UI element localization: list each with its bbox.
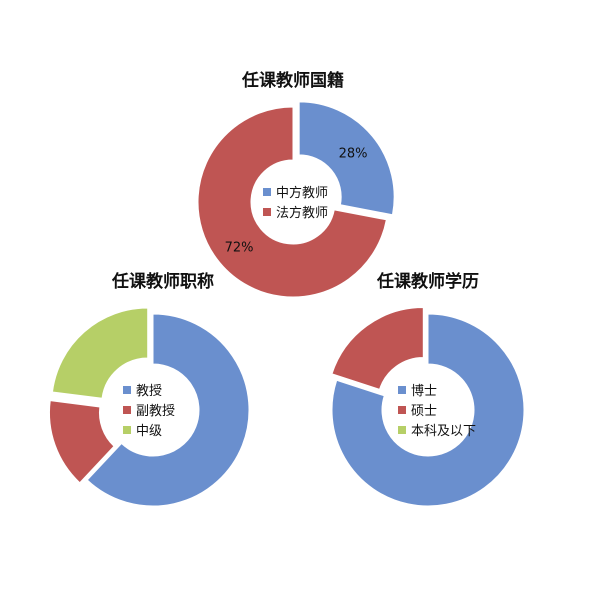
- legend-swatch: [263, 188, 271, 196]
- chart-title: 任课教师国籍: [241, 70, 344, 91]
- legend-label: 中级: [136, 424, 162, 439]
- legend-swatch: [398, 386, 406, 394]
- legend-label: 硕士: [411, 404, 437, 419]
- slice-法方教师[interactable]: [197, 106, 387, 298]
- data-label: 28%: [339, 146, 368, 161]
- legend-label: 本科及以下: [411, 424, 476, 439]
- slice-中级[interactable]: [51, 307, 149, 399]
- legend-label: 法方教师: [276, 205, 328, 221]
- legend-swatch: [123, 426, 131, 434]
- slice-硕士[interactable]: [331, 307, 424, 390]
- slice-博士[interactable]: [331, 313, 525, 507]
- legend-swatch: [263, 208, 271, 216]
- legend-swatch: [398, 406, 406, 414]
- legend-swatch: [398, 426, 406, 434]
- legend-swatch: [123, 406, 131, 414]
- slice-中方教师[interactable]: [298, 101, 395, 216]
- chart-title: 任课教师职称: [111, 271, 214, 292]
- chart-title: 任课教师学历: [376, 271, 479, 292]
- legend-label: 博士: [411, 384, 437, 399]
- slice-教授[interactable]: [86, 313, 250, 507]
- legend-label: 副教授: [136, 403, 175, 419]
- data-label: 72%: [225, 241, 254, 256]
- legend-label: 中方教师: [276, 185, 328, 201]
- legend-label: 教授: [136, 383, 162, 399]
- slice-副教授[interactable]: [49, 400, 115, 484]
- legend-swatch: [123, 386, 131, 394]
